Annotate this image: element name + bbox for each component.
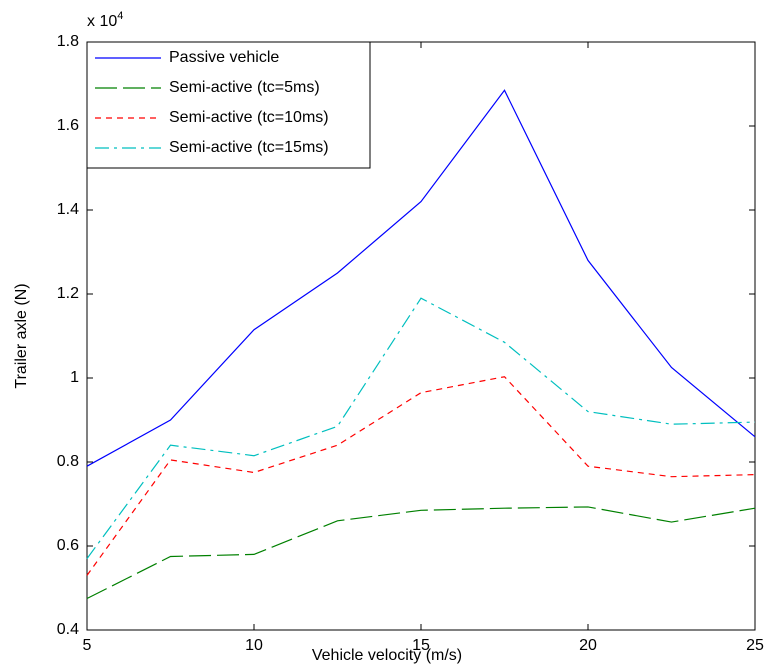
axis-multiplier: x 104	[87, 10, 123, 30]
legend-label: Passive vehicle	[169, 49, 279, 66]
series-line	[86, 506, 756, 600]
y-axis-label: Trailer axle (N)	[13, 283, 30, 388]
series-line	[86, 89, 756, 467]
x-tick-label: 10	[245, 637, 263, 654]
y-tick-label: 1.2	[57, 285, 79, 302]
y-tick-label: 0.6	[57, 537, 79, 554]
y-tick-label: 1	[70, 369, 79, 386]
legend-box	[86, 41, 371, 169]
series-line	[86, 376, 756, 576]
x-tick-label: 5	[83, 637, 92, 654]
y-tick-label: 1.8	[57, 33, 79, 50]
legend-label: Semi-active (tc=10ms)	[169, 109, 329, 126]
multiplier-exponent: 4	[117, 10, 123, 22]
y-tick-label: 1.6	[57, 117, 79, 134]
x-axis-label: Vehicle velocity (m/s)	[312, 647, 462, 664]
x-tick-label: 20	[579, 637, 597, 654]
x-tick-label: 15	[412, 637, 430, 654]
y-tick-label: 0.8	[57, 453, 79, 470]
y-tick-label: 0.4	[57, 621, 79, 638]
multiplier-base: x 10	[87, 13, 117, 30]
x-tick-label: 25	[746, 637, 764, 654]
legend-label: Semi-active (tc=5ms)	[169, 79, 320, 96]
legend-label: Semi-active (tc=15ms)	[169, 139, 329, 156]
y-tick-label: 1.4	[57, 201, 79, 218]
series-line	[86, 297, 756, 559]
